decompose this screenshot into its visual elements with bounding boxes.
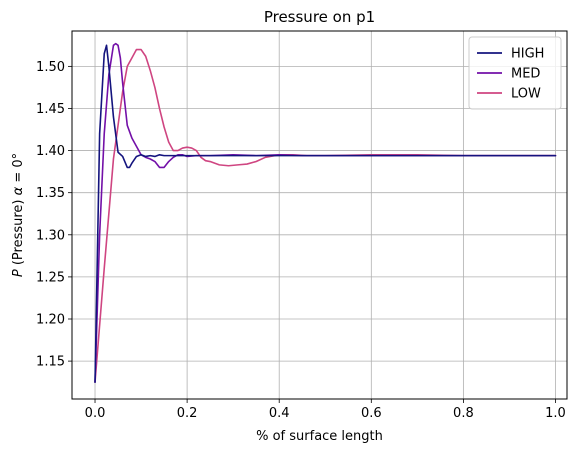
- y-tick-label: 1.30: [36, 228, 65, 243]
- x-tick-label: 0.2: [177, 406, 198, 421]
- plot-frame: [71, 30, 568, 400]
- x-tick-label: 0.0: [85, 406, 106, 421]
- x-tick-label: 1.0: [545, 406, 566, 421]
- y-tick-label: 1.25: [36, 270, 65, 285]
- legend-label-low: LOW: [511, 87, 541, 102]
- x-tick-label: 0.6: [361, 406, 382, 421]
- x-tick-label: 0.4: [269, 406, 290, 421]
- series-line-high: [94, 44, 557, 383]
- y-tick-label: 1.40: [36, 144, 65, 159]
- legend-box: [468, 36, 562, 110]
- y-axis-title-alpha: α: [11, 186, 26, 195]
- y-tick-label: 1.45: [36, 102, 65, 117]
- ticks: 0.0 0.2 0.4 0.6 0.8 1.0 1.15 1.20 1.25 1.30 1.35 1.…: [36, 60, 566, 421]
- y-tick-label: 1.50: [36, 60, 65, 75]
- y-tick-label: 1.35: [36, 186, 65, 201]
- legend-label-med: MED: [511, 67, 540, 82]
- series-layer: [94, 42, 557, 383]
- grid: [72, 31, 567, 399]
- y-axis-title-angle: = 0°: [11, 153, 26, 187]
- chart-title: Pressure on p1: [264, 8, 375, 26]
- legend: HIGH MED LOW: [468, 36, 562, 110]
- x-axis-title: % of surface length: [256, 429, 383, 444]
- y-tick-label: 1.15: [36, 355, 65, 370]
- y-axis-title-text: (Pressure): [11, 195, 26, 269]
- legend-label-high: HIGH: [511, 47, 544, 62]
- y-tick-label: 1.20: [36, 313, 65, 328]
- y-axis-title-symbol: P: [11, 269, 26, 277]
- x-tick-label: 0.8: [453, 406, 474, 421]
- y-axis-title: P (Pressure) α = 0°: [11, 153, 26, 277]
